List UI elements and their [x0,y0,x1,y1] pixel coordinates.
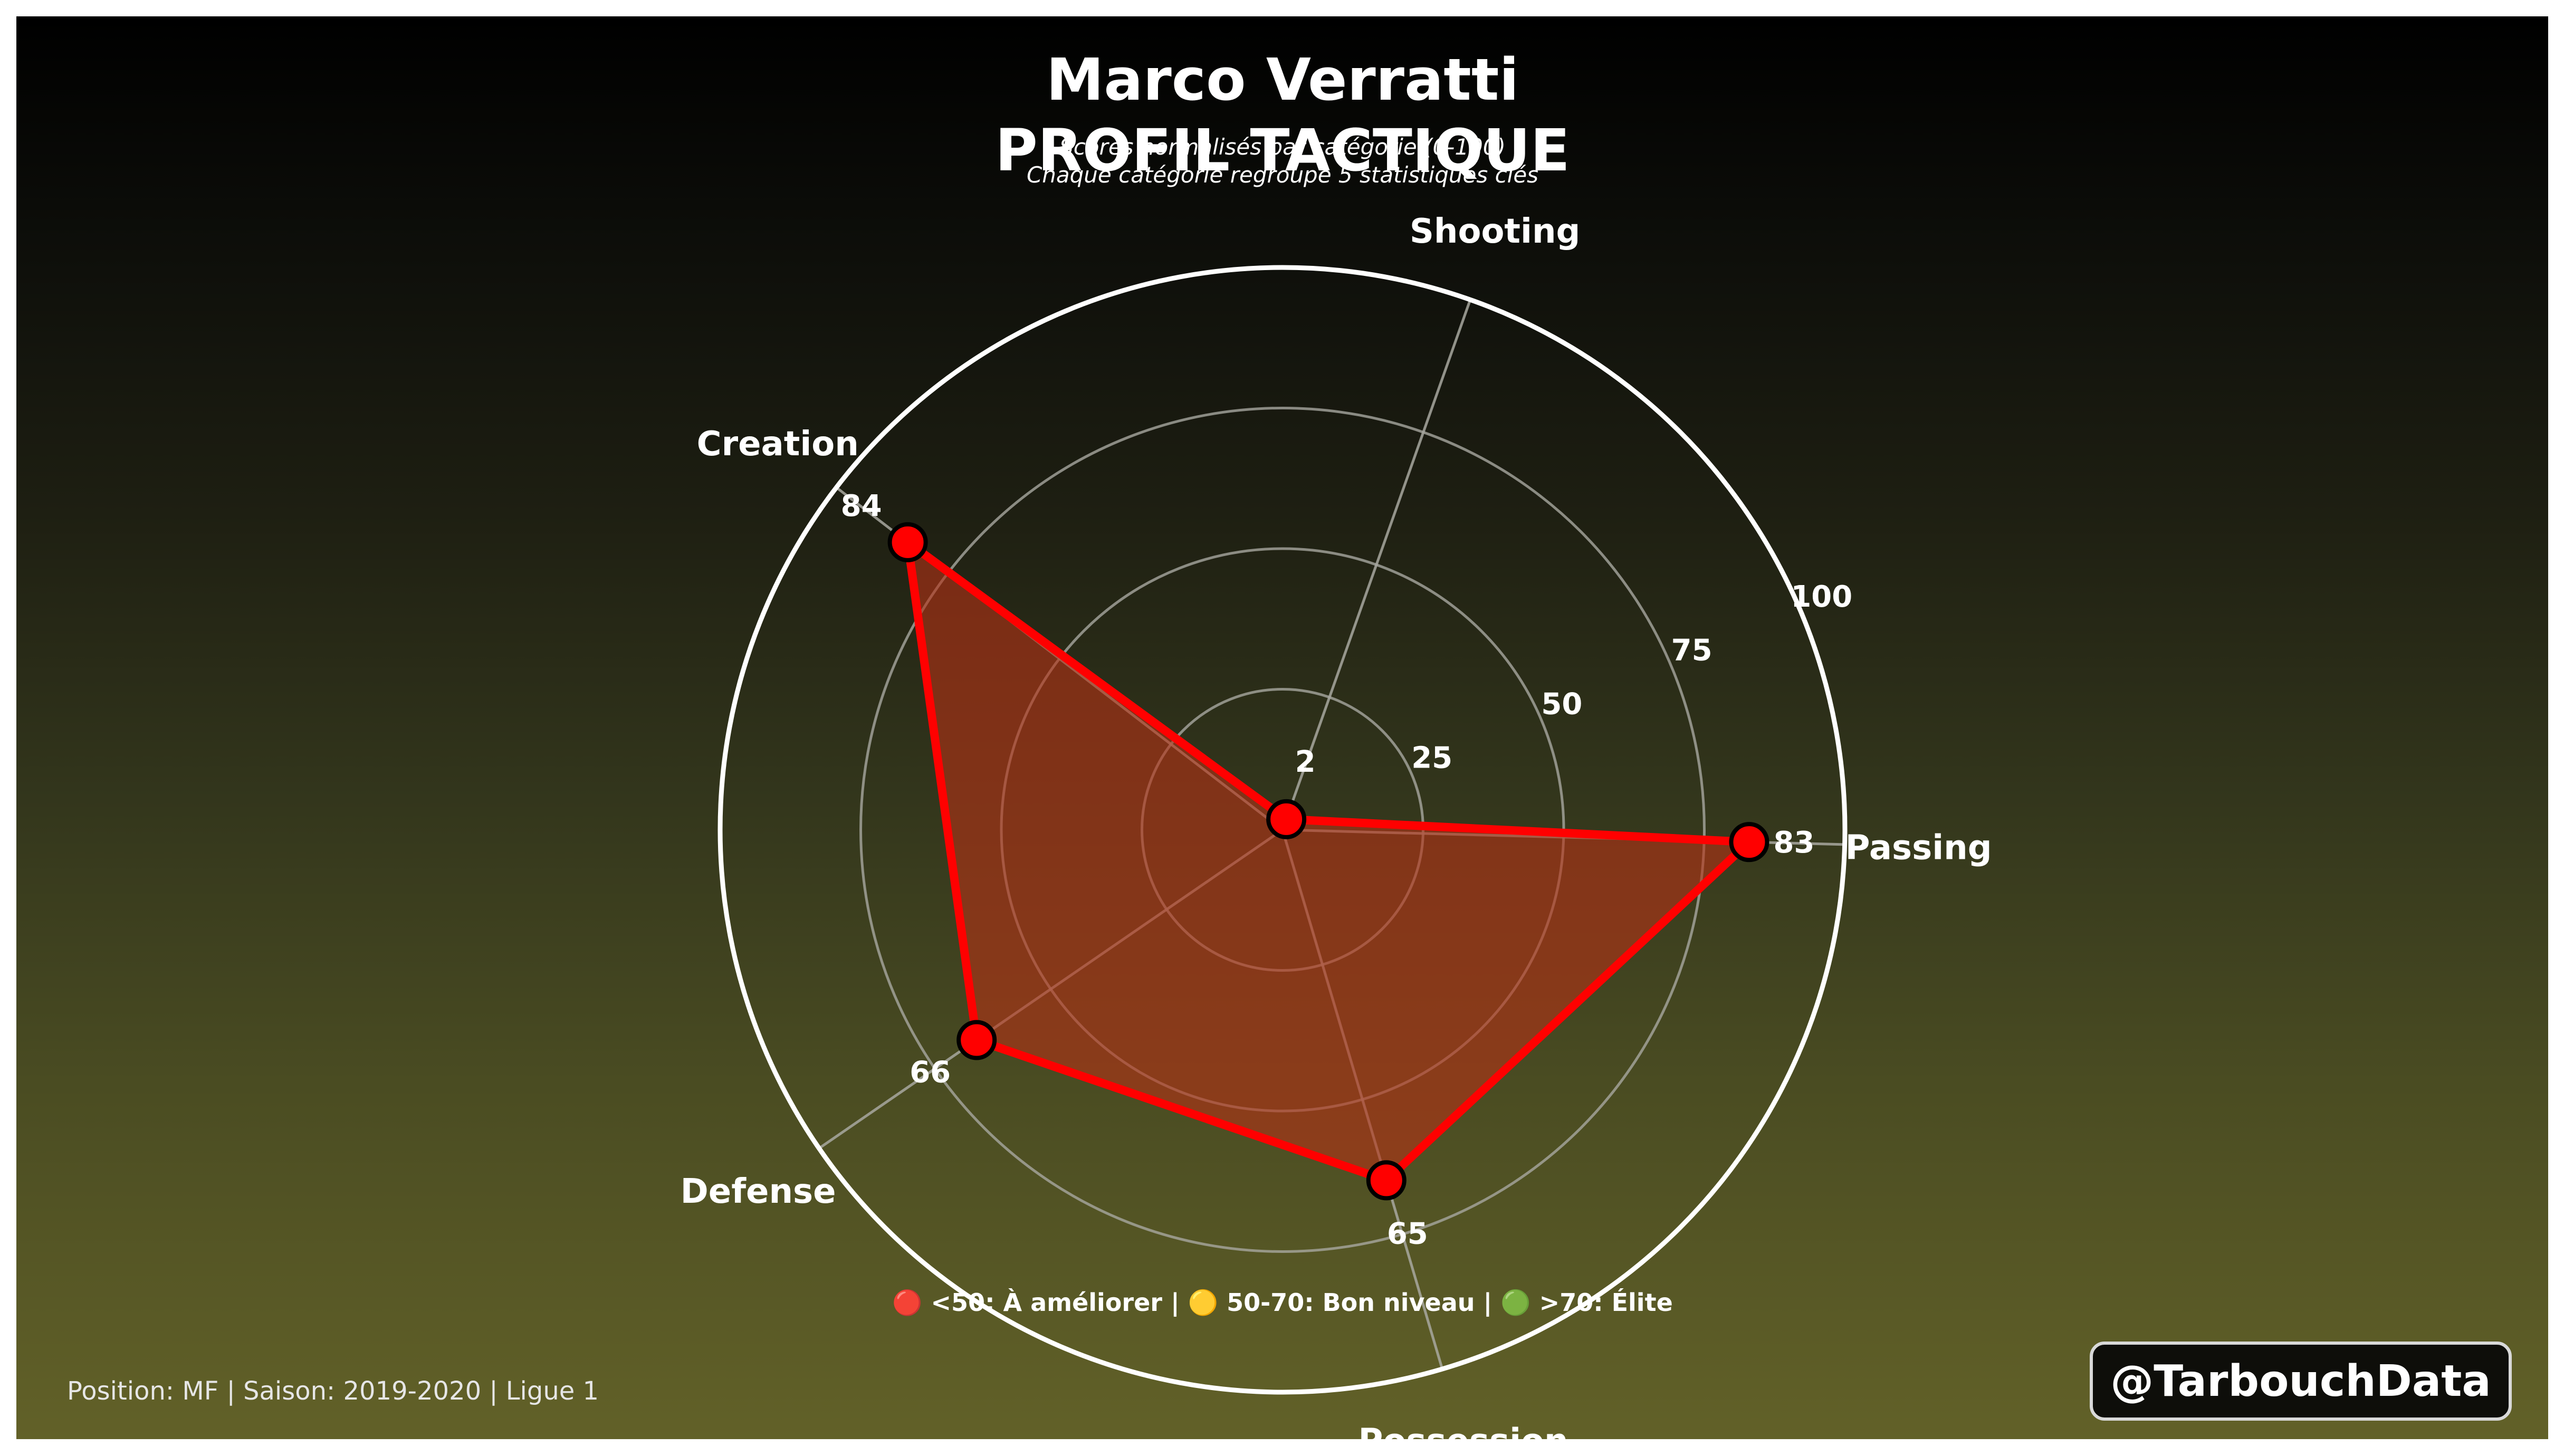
marker-passing [1729,822,1769,863]
value-label-possession: 65 [1387,1216,1428,1251]
category-label-possession: Possession [1358,1422,1568,1439]
category-label-passing: Passing [1845,829,1992,868]
category-label-shooting: Shooting [1410,212,1581,251]
rtick-label-50: 50 [1541,687,1582,722]
figure-background: Marco Verratti PROFIL TACTIQUE Scores no… [16,16,2548,1439]
value-label-creation: 84 [841,489,882,523]
handle-badge: @TarbouchData [2090,1342,2512,1421]
rtick-label-75: 75 [1671,634,1712,668]
chart-subtitle: PROFIL TACTIQUE [995,117,1570,184]
series-line [903,538,1754,1185]
category-label-defense: Defense [681,1172,836,1211]
marker-defense [956,1020,997,1060]
series-area [907,542,1749,1181]
chart-title: Marco Verratti [1046,46,1519,113]
radar-labels: 25 50 75 100 Passing Shooting Creation Defense P… [681,212,1992,1439]
marker-shooting [1266,799,1307,839]
grid-ring-75 [859,407,1706,1253]
outer-ring [717,265,1848,1395]
footer-info: Position: MF | Saison: 2019-2020 | Ligue… [67,1376,599,1406]
description-line-1: Scores normalisés par catégorie (0-100) [1059,134,1506,160]
handle-text: @TarbouchData [2110,1356,2491,1406]
marker-creation [887,522,928,562]
marker-possession [1366,1160,1407,1201]
radar-series [887,522,1769,1201]
rtick-label-100: 100 [1791,580,1852,614]
value-label-passing: 83 [1774,826,1815,860]
legend-text: 🔴 <50: À améliorer | 🟡 50-70: Bon niveau… [892,1288,1673,1317]
rtick-label-25: 25 [1411,741,1452,775]
category-label-creation: Creation [697,425,859,464]
value-label-defense: 66 [910,1056,951,1090]
radar-chart: Marco Verratti PROFIL TACTIQUE Scores no… [681,46,1992,1439]
description-line-2: Chaque catégorie regroupe 5 statistiques… [1027,162,1538,188]
value-label-shooting: 2 [1295,745,1316,779]
